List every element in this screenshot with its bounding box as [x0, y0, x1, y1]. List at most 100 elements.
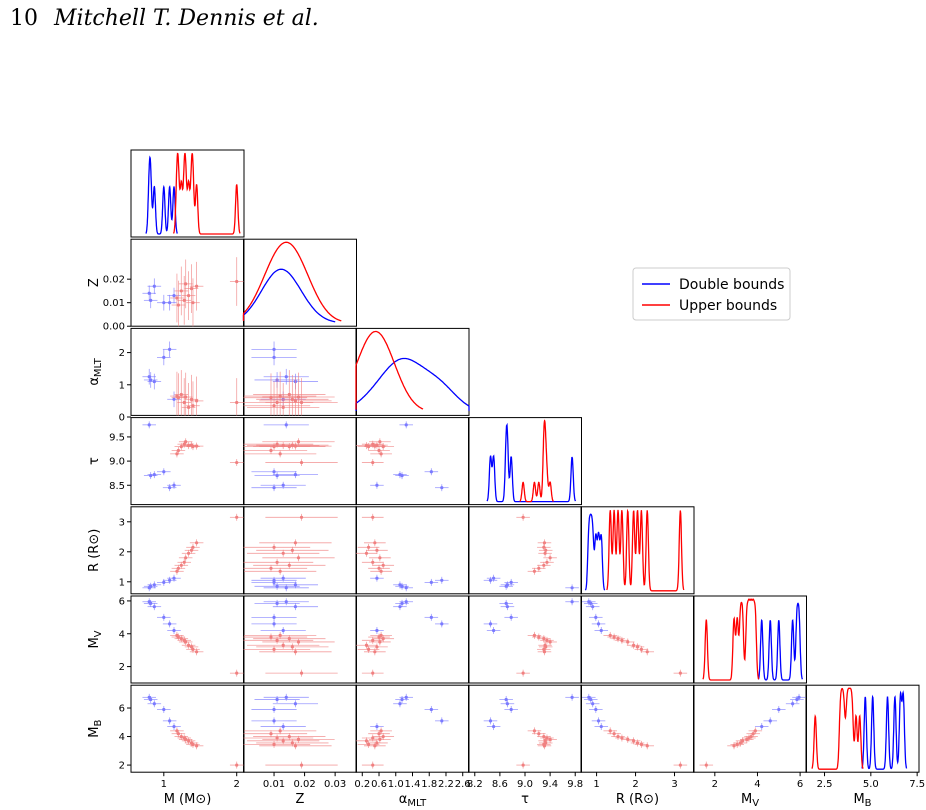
data-point-upper [378, 440, 382, 444]
data-point-double [152, 583, 156, 587]
x-tick-label-alpha: 1.8 [421, 779, 437, 790]
data-point-upper [272, 445, 276, 449]
data-point-double [768, 719, 772, 723]
data-point-upper [235, 671, 239, 675]
data-point-upper [379, 569, 383, 573]
y-tick-label-Z: 0.01 [103, 298, 125, 309]
data-point-double [404, 586, 408, 590]
data-point-upper [281, 643, 285, 647]
data-point-double [375, 576, 379, 580]
data-point-double [488, 578, 493, 582]
data-point-upper [235, 279, 239, 284]
data-point-double [570, 695, 574, 699]
data-point-double [440, 622, 444, 626]
data-point-upper [278, 569, 282, 573]
data-point-double [795, 697, 799, 702]
data-point-upper [175, 296, 179, 300]
data-point-double [147, 423, 151, 427]
x-axis-label-tau: τ [521, 792, 529, 807]
data-point-double [492, 576, 496, 580]
data-point-double [149, 298, 153, 302]
data-point-double [284, 375, 288, 379]
author-line: Mitchell T. Dennis et al. [54, 6, 319, 31]
data-point-upper [732, 744, 736, 748]
data-point-upper [545, 736, 549, 740]
x-tick-label-tau: 8.2 [467, 779, 483, 790]
data-point-upper [626, 737, 630, 741]
data-point-upper [235, 515, 239, 519]
data-point-double [589, 697, 593, 702]
data-point-upper [281, 405, 285, 409]
data-point-upper [521, 763, 525, 767]
data-point-upper [191, 742, 195, 746]
x-axis-label-R: R (R⊙) [616, 792, 659, 807]
data-point-upper [269, 566, 273, 570]
data-point-upper [175, 569, 179, 573]
x-tick-label-MV: 2 [712, 779, 718, 790]
data-point-upper [272, 545, 276, 549]
data-point-upper [176, 635, 180, 639]
data-point-upper [195, 284, 199, 288]
data-point-upper [521, 515, 525, 519]
data-point-upper [175, 729, 179, 733]
data-point-upper [371, 736, 375, 740]
data-point-double [162, 707, 166, 712]
legend-label-upper: Upper bounds [679, 298, 777, 314]
data-point-double [440, 719, 444, 723]
x-tick-label-R: 2 [632, 779, 638, 790]
data-point-double [429, 580, 433, 585]
data-point-upper [195, 744, 199, 748]
data-point-upper [296, 556, 301, 560]
data-point-upper [191, 404, 195, 408]
data-point-upper [296, 395, 301, 399]
density-curve-R-double [584, 513, 606, 591]
y-tick-label-Z: 0.02 [103, 275, 125, 286]
data-point-upper [176, 732, 180, 736]
data-point-upper [269, 396, 273, 400]
data-point-upper [184, 556, 188, 560]
data-point-upper [371, 515, 375, 519]
data-point-upper [184, 440, 188, 444]
y-tick-label-tau: 9.5 [109, 432, 125, 443]
data-point-double [509, 580, 513, 585]
panel-alpha-vs-alpha [355, 327, 470, 416]
data-point-upper [293, 541, 298, 545]
x-tick-label-MV: 4 [754, 779, 760, 790]
data-point-double [404, 600, 408, 604]
data-point-upper [195, 650, 199, 654]
data-point-upper [296, 737, 301, 741]
data-point-upper [373, 744, 377, 748]
data-point-upper [287, 392, 291, 397]
data-point-double [570, 586, 574, 590]
data-point-double [429, 470, 433, 474]
y-axis-label-Z: Z [87, 278, 102, 287]
x-tick-label-tau: 9.0 [517, 779, 533, 790]
data-point-upper [235, 460, 239, 465]
x-tick-label-M: 1 [161, 779, 167, 790]
data-point-upper [278, 729, 282, 733]
data-point-double [272, 486, 276, 490]
data-point-upper [678, 671, 682, 675]
panel-Z-vs-Z [243, 238, 357, 327]
data-point-double [429, 615, 433, 619]
panel-MB-vs-alpha [355, 684, 470, 773]
data-point-double [149, 697, 153, 702]
data-point-double [488, 719, 493, 723]
page-header: 10 Mitchell T. Dennis et al. [10, 6, 319, 36]
data-point-upper [620, 638, 624, 642]
data-point-upper [632, 739, 636, 743]
data-point-upper [645, 650, 649, 654]
x-tick-label-alpha: 2.6 [455, 779, 471, 790]
data-point-double [505, 583, 510, 587]
data-point-upper [635, 741, 640, 745]
data-point-upper [272, 647, 276, 651]
data-point-upper [371, 671, 375, 675]
data-point-upper [542, 541, 547, 545]
data-point-upper [364, 643, 369, 647]
density-curve-Z-double [242, 268, 336, 323]
data-point-double [168, 622, 172, 626]
data-point-upper [299, 671, 304, 675]
data-point-upper [678, 763, 682, 767]
data-point-upper [378, 640, 382, 644]
data-point-upper [542, 637, 546, 641]
